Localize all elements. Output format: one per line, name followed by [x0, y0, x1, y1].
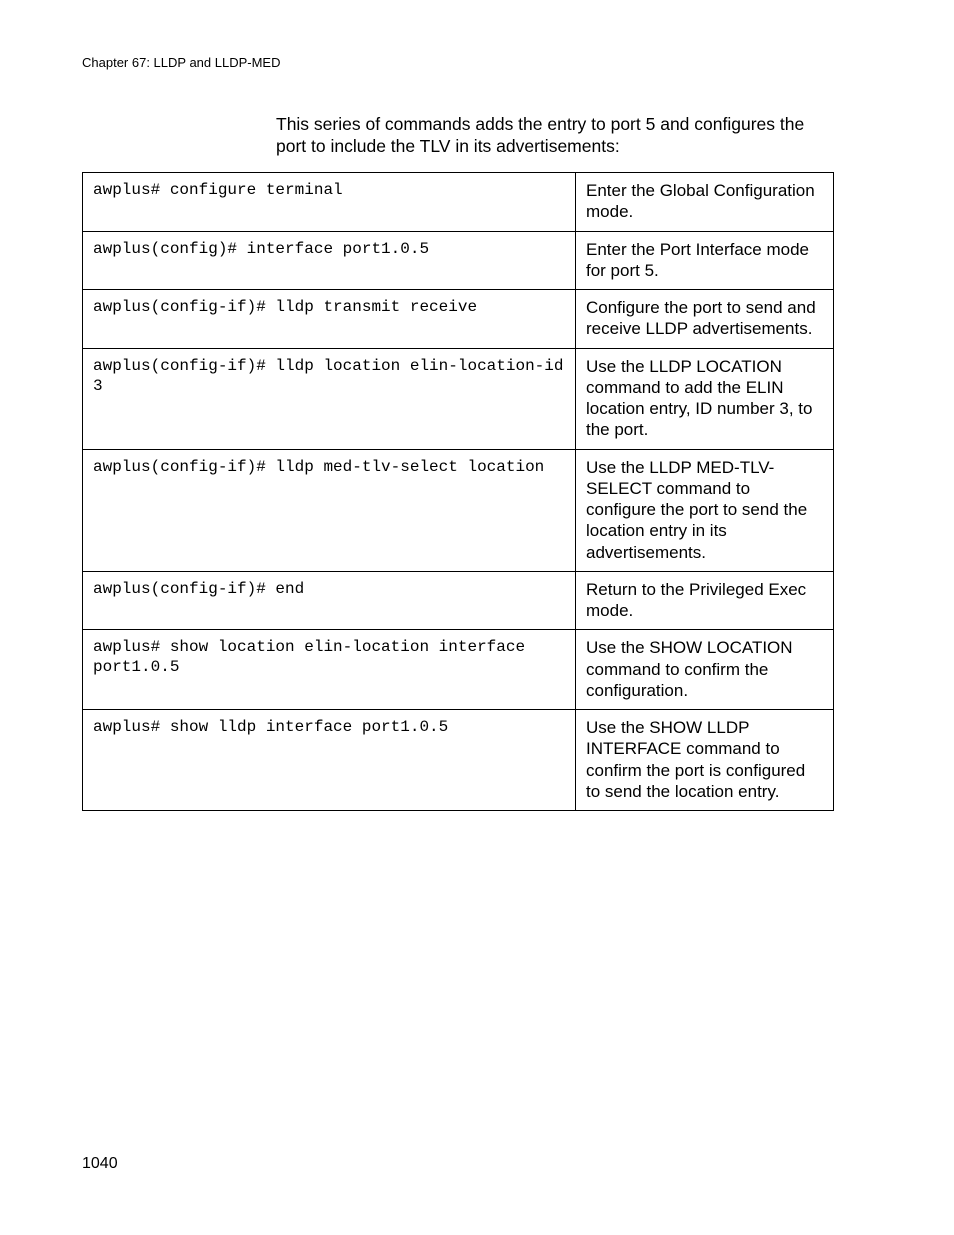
description-cell: Use the SHOW LOCATION command to confirm… [576, 630, 834, 710]
description-cell: Configure the port to send and receive L… [576, 290, 834, 349]
command-cell: awplus(config-if)# end [83, 571, 576, 630]
description-cell: Enter the Port Interface mode for port 5… [576, 231, 834, 290]
page-number: 1040 [82, 1155, 118, 1173]
command-cell: awplus(config-if)# lldp transmit receive [83, 290, 576, 349]
table-row: awplus(config-if)# lldp transmit receive… [83, 290, 834, 349]
intro-paragraph: This series of commands adds the entry t… [276, 114, 836, 158]
description-cell: Use the LLDP MED-TLV-SELECT command to c… [576, 449, 834, 571]
description-cell: Return to the Privileged Exec mode. [576, 571, 834, 630]
document-page: Chapter 67: LLDP and LLDP-MED This serie… [0, 0, 954, 1235]
table-row: awplus# configure terminal Enter the Glo… [83, 173, 834, 232]
table-row: awplus(config-if)# lldp location elin-lo… [83, 348, 834, 449]
description-cell: Use the LLDP LOCATION command to add the… [576, 348, 834, 449]
table-row: awplus(config)# interface port1.0.5 Ente… [83, 231, 834, 290]
table-row: awplus# show location elin-location inte… [83, 630, 834, 710]
command-table: awplus# configure terminal Enter the Glo… [82, 172, 834, 811]
command-cell: awplus# show location elin-location inte… [83, 630, 576, 710]
description-cell: Enter the Global Configuration mode. [576, 173, 834, 232]
table-row: awplus# show lldp interface port1.0.5 Us… [83, 710, 834, 811]
table-row: awplus(config-if)# end Return to the Pri… [83, 571, 834, 630]
command-cell: awplus(config)# interface port1.0.5 [83, 231, 576, 290]
command-cell: awplus(config-if)# lldp location elin-lo… [83, 348, 576, 449]
command-cell: awplus# configure terminal [83, 173, 576, 232]
chapter-header: Chapter 67: LLDP and LLDP-MED [82, 55, 280, 70]
description-cell: Use the SHOW LLDP INTERFACE command to c… [576, 710, 834, 811]
table-row: awplus(config-if)# lldp med-tlv-select l… [83, 449, 834, 571]
command-cell: awplus# show lldp interface port1.0.5 [83, 710, 576, 811]
command-cell: awplus(config-if)# lldp med-tlv-select l… [83, 449, 576, 571]
